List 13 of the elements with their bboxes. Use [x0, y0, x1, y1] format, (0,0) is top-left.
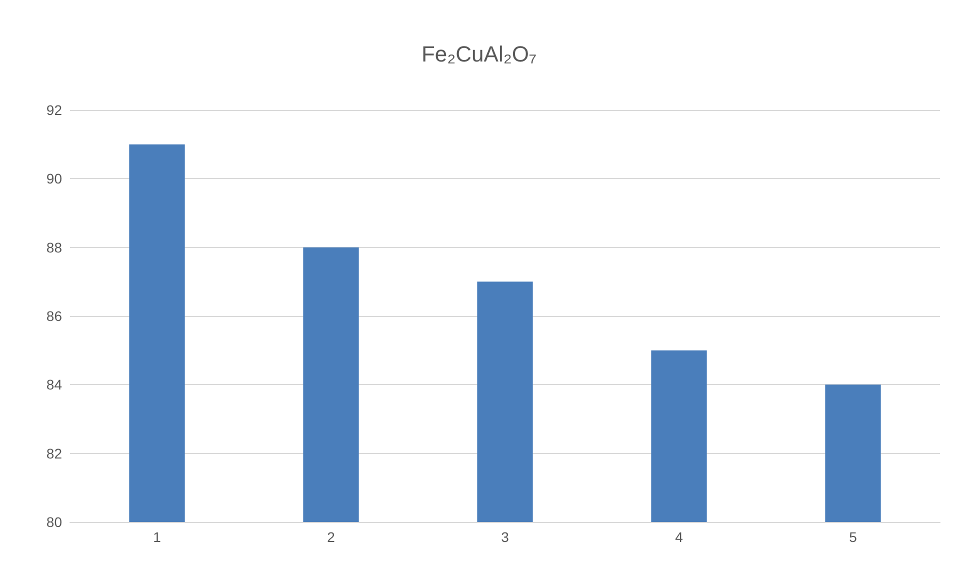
x-tick-label: 4 — [675, 529, 684, 545]
x-tick-label: 5 — [849, 529, 858, 545]
y-tick-label: 90 — [46, 170, 62, 187]
y-tick-label: 84 — [46, 376, 62, 393]
y-tick-label: 86 — [46, 308, 62, 324]
y-tick-label: 88 — [46, 239, 62, 256]
y-tick-label: 82 — [46, 445, 62, 462]
x-tick-label: 2 — [327, 529, 336, 545]
chart-title: Fe₂CuAl₂O₇ — [421, 42, 537, 66]
x-tick-label: 3 — [501, 529, 510, 545]
y-tick-label: 92 — [46, 102, 62, 118]
y-tick-label: 80 — [46, 514, 62, 530]
x-tick-label: 1 — [153, 529, 162, 545]
